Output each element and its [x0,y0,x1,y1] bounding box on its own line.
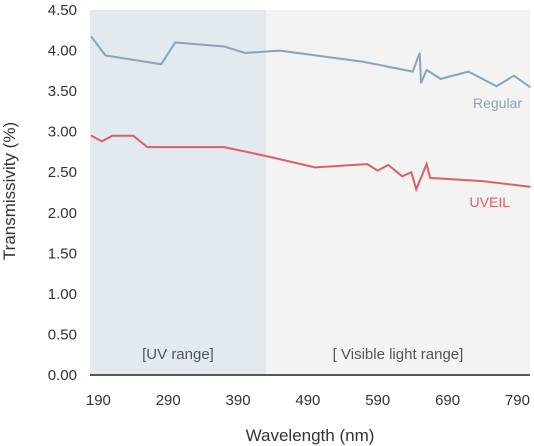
data-point [160,63,163,66]
region-band-0 [90,10,266,375]
data-point [495,85,498,88]
x-tick-label: 190 [86,392,111,409]
y-tick-label: 0.00 [48,367,77,384]
data-point [467,70,470,73]
series-label-regular: Regular [473,95,522,111]
x-tick-label: 290 [156,392,181,409]
region-labels: [UV range] [ Visible light range] [142,346,463,363]
y-tick-label: 4.50 [48,2,77,19]
data-point [513,74,515,77]
data-point [244,52,246,54]
series-line-uveil [90,134,531,193]
series-lines [90,35,531,193]
data-point [279,49,281,52]
y-tick-label: 1.00 [48,286,77,303]
y-tick-label: 3.50 [48,83,77,100]
y-tick-label: 2.00 [48,205,77,222]
y-tick-label: 1.50 [48,245,77,262]
data-point [223,146,225,148]
data-point [415,188,417,191]
data-point [439,78,442,80]
data-point [101,140,103,143]
data-point [111,134,114,137]
data-point [132,134,135,137]
x-tick-label: 790 [505,392,530,409]
region-label-0: [UV range] [142,346,214,363]
y-tick-label: 3.00 [48,124,77,141]
data-point [376,169,379,172]
data-point [429,177,431,179]
region-label-1: [ Visible light range] [333,346,464,363]
y-tick-label: 0.50 [48,326,77,343]
data-point [366,163,369,165]
region-band-1 [266,10,530,375]
x-axis-title: Wavelength (nm) [246,426,375,445]
y-axis-title: Transmissivity (%) [0,122,19,260]
data-point [529,86,531,88]
data-point [529,186,531,188]
data-point [174,41,177,44]
data-point [223,45,225,48]
x-tick-label: 390 [226,392,251,409]
data-point [481,180,484,182]
x-tick-label: 490 [295,392,320,409]
data-point [265,155,267,157]
data-point [420,82,422,84]
data-point [401,175,403,178]
data-point [146,146,149,148]
series-label-uveil: UVEIL [470,194,511,210]
data-point [418,52,421,54]
series-labels: Regular UVEIL [470,95,523,210]
y-tick-label: 4.00 [48,43,77,60]
data-point [362,61,365,63]
data-point [314,166,316,169]
data-point [425,163,428,165]
data-point [90,35,93,38]
x-tick-label: 690 [435,392,460,409]
data-point [411,70,414,73]
data-point [410,171,413,174]
region-shading [90,10,530,375]
data-point [104,54,107,57]
x-tick-label: 590 [365,392,390,409]
data-point [425,69,428,71]
y-axis-ticks: 0.00 0.50 1.00 1.50 2.00 2.50 3.00 3.50 4.00 4.50 [48,2,77,384]
y-tick-label: 2.50 [48,164,77,181]
data-point [387,164,390,166]
x-axis-ticks: 190 290 390 490 590 690 790 [86,392,530,409]
data-point [90,134,93,137]
